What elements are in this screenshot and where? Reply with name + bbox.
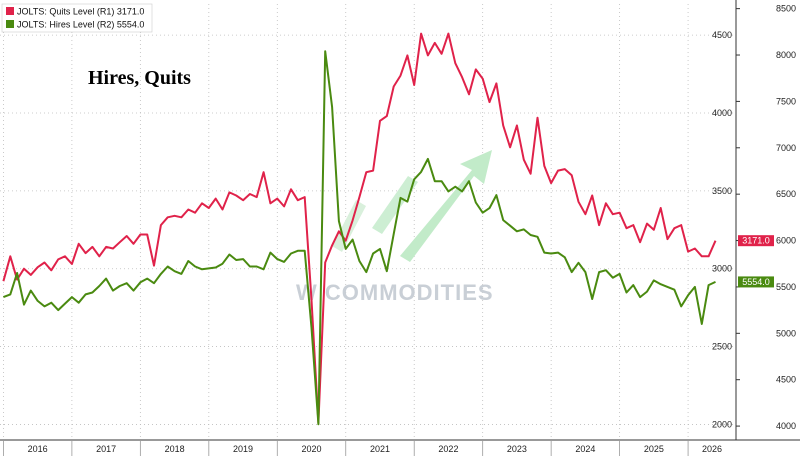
x-tick-label: 2025 [644, 444, 664, 454]
hires-axis-tick-label: 7000 [776, 143, 796, 153]
hires-axis-tick-label: 7500 [776, 96, 796, 106]
x-tick-label: 2016 [28, 444, 48, 454]
x-tick-label: 2026 [702, 444, 722, 454]
hires-axis-tick-label: 8500 [776, 4, 796, 14]
hires-axis-tick-label: 4500 [776, 375, 796, 385]
watermark-logo-stroke-1 [332, 200, 366, 252]
quits-axis-tick-label: 2000 [712, 419, 732, 429]
quits-series-line [2, 32, 717, 424]
quits-axis-tick-label: 4500 [712, 30, 732, 40]
hires-axis-tick-label: 4000 [776, 421, 796, 431]
watermark-logo-arrow [400, 150, 492, 262]
watermark-text: W COMMODITIES [296, 280, 494, 305]
hires-last-value-label: 5554.0 [742, 277, 770, 287]
quits-axis-tick-label: 4000 [712, 108, 732, 118]
chart-title: Hires, Quits [88, 67, 191, 89]
series-layer: 3171.0 5554.0 [2, 32, 774, 426]
hires-axis-tick-label: 8000 [776, 50, 796, 60]
quits-axis-tick-label: 2500 [712, 342, 732, 352]
x-tick-label: 2017 [96, 444, 116, 454]
legend-swatch-hires [6, 20, 14, 28]
hires-last-value-badge [738, 276, 774, 288]
legend-swatch-quits [6, 7, 14, 15]
x-tick-label: 2019 [233, 444, 253, 454]
quits-axis-tick-label: 3500 [712, 186, 732, 196]
x-tick-label: 2020 [302, 444, 322, 454]
legend: JOLTS: Quits Level (R1) 3171.0 JOLTS: Hir… [1, 3, 153, 33]
x-tick-label: 2023 [507, 444, 527, 454]
quits-last-value-badge [738, 235, 774, 247]
quits-axis-tick-label: 3000 [712, 264, 732, 274]
x-tick-label: 2018 [165, 444, 185, 454]
hires-series-line [3, 50, 716, 426]
hires-axis-tick-label: 5500 [776, 282, 796, 292]
hires-axis-tick-label: 5000 [776, 328, 796, 338]
x-tick-label: 2021 [370, 444, 390, 454]
legend-box [1, 3, 153, 33]
x-tick-label: 2022 [438, 444, 458, 454]
watermark-logo-stroke-2 [372, 176, 418, 234]
hires-axis-tick-label: 6000 [776, 236, 796, 246]
legend-label-quits: JOLTS: Quits Level (R1) 3171.0 [17, 7, 144, 17]
watermark: W COMMODITIES [296, 150, 494, 305]
legend-label-hires: JOLTS: Hires Level (R2) 5554.0 [17, 20, 144, 30]
x-tick-label: 2024 [575, 444, 595, 454]
hires-axis-tick-label: 6500 [776, 189, 796, 199]
quits-last-value-label: 3171.0 [742, 236, 770, 246]
